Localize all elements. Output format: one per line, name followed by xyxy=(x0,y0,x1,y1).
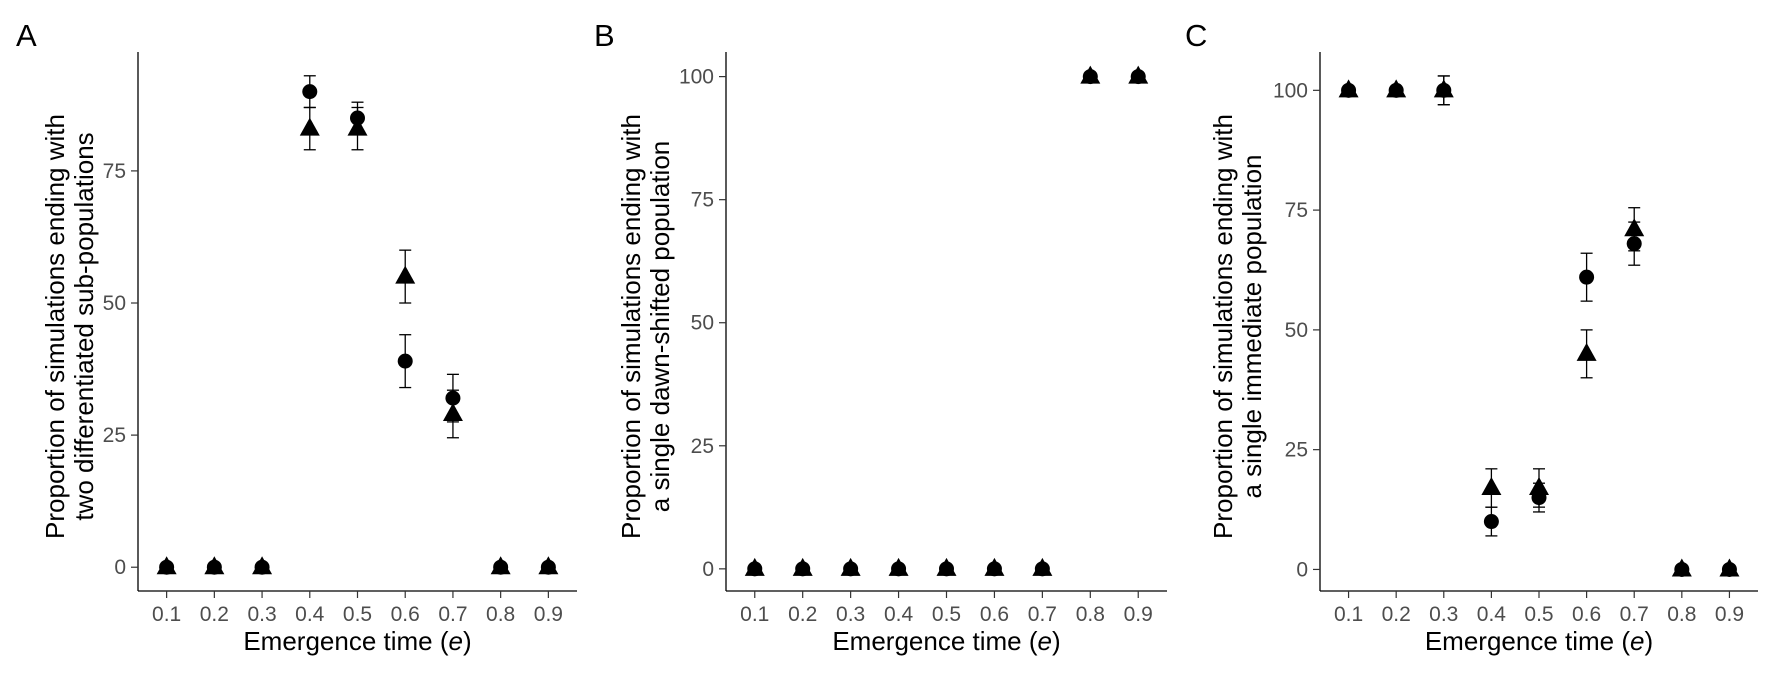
y-tick-label: 50 xyxy=(1285,319,1308,342)
panel-a: 0 25 50 75 0.1 0.2 0.3 0.4 0.5 0.6 0.7 0.8 0.9 Emerge… xyxy=(40,52,577,656)
y-tick-label: 100 xyxy=(1273,79,1308,102)
x-tick-label: 0.2 xyxy=(1382,603,1411,626)
panel-b: 0 25 50 75 100 0.1 0.2 0.3 0.4 0.5 0.6 0.7 0.8 0.9 Eme… xyxy=(616,52,1167,656)
data-point-triangle xyxy=(888,557,909,576)
panel-c: 0 25 50 75 100 0.1 0.2 0.3 0.4 0.5 0.6 0.7 0.8 0.9 Eme… xyxy=(1208,52,1758,656)
data-point-triangle xyxy=(299,117,320,136)
data-point-triangle xyxy=(936,557,957,576)
data-point-triangle xyxy=(252,556,273,575)
x-tick-label: 0.5 xyxy=(932,603,961,626)
data-point-triangle xyxy=(156,556,177,575)
x-tick-label: 0.6 xyxy=(980,603,1009,626)
data-point-triangle xyxy=(490,556,511,575)
x-tick-label: 0.8 xyxy=(486,603,515,626)
x-tick-label: 0.1 xyxy=(740,603,769,626)
data-point-triangle xyxy=(1032,557,1053,576)
x-tick-label: 0.3 xyxy=(247,603,276,626)
data-point-triangle xyxy=(840,557,861,576)
data-point-triangle xyxy=(1338,79,1359,98)
data-point-circle xyxy=(1579,269,1595,285)
data-point-circle xyxy=(397,353,413,369)
y-tick-label: 50 xyxy=(103,292,126,315)
x-tick-label: 0.2 xyxy=(200,603,229,626)
y-axis-title: Proportion of simulations ending witha s… xyxy=(616,114,675,539)
x-tick-label: 0.4 xyxy=(295,603,325,626)
y-tick-label: 25 xyxy=(103,424,126,447)
y-tick-label: 0 xyxy=(1296,558,1308,581)
panel-tag-a: A xyxy=(16,18,37,53)
x-tick-label: 0.5 xyxy=(1524,603,1553,626)
data-point-triangle xyxy=(1386,79,1407,98)
panel-tag-b: B xyxy=(594,18,615,53)
data-point-triangle xyxy=(1671,558,1692,577)
y-tick-label: 75 xyxy=(103,160,126,183)
x-axis-title: Emergence time (e) xyxy=(1425,626,1653,656)
y-tick-label: 75 xyxy=(1285,199,1308,222)
x-tick-label: 0.1 xyxy=(152,603,181,626)
data-point-triangle xyxy=(984,557,1005,576)
y-axis-title: Proportion of simulations ending witha s… xyxy=(1208,114,1267,539)
x-axis-title: Emergence time (e) xyxy=(832,626,1060,656)
y-tick-label: 0 xyxy=(114,556,126,579)
x-tick-label: 0.9 xyxy=(1715,603,1744,626)
y-tick-label: 0 xyxy=(702,558,714,581)
data-point-triangle xyxy=(395,265,416,284)
x-tick-label: 0.2 xyxy=(788,603,817,626)
x-tick-label: 0.5 xyxy=(343,603,372,626)
y-tick-label: 100 xyxy=(679,66,714,89)
y-tick-label: 50 xyxy=(691,312,714,335)
x-tick-label: 0.7 xyxy=(1028,603,1057,626)
data-point-circle xyxy=(1483,514,1499,530)
data-point-triangle xyxy=(1128,65,1149,84)
data-point-triangle xyxy=(442,402,463,421)
x-tick-label: 0.1 xyxy=(1334,603,1363,626)
data-point-triangle xyxy=(1576,342,1597,361)
x-tick-label: 0.9 xyxy=(1124,603,1153,626)
data-point-triangle xyxy=(1433,79,1454,98)
x-tick-label: 0.8 xyxy=(1076,603,1105,626)
panel-tag-c: C xyxy=(1185,18,1207,53)
data-point-triangle xyxy=(792,557,813,576)
data-point-triangle xyxy=(538,556,559,575)
y-tick-label: 75 xyxy=(691,189,714,212)
data-point-triangle xyxy=(1080,65,1101,84)
y-tick-label: 25 xyxy=(1285,439,1308,462)
data-point-triangle xyxy=(204,556,225,575)
x-tick-label: 0.9 xyxy=(534,603,563,626)
data-point-circle xyxy=(302,84,318,100)
data-point-triangle xyxy=(1624,218,1645,237)
x-tick-label: 0.6 xyxy=(391,603,420,626)
x-tick-label: 0.4 xyxy=(1477,603,1507,626)
x-tick-label: 0.6 xyxy=(1572,603,1601,626)
x-tick-label: 0.8 xyxy=(1667,603,1696,626)
x-tick-label: 0.4 xyxy=(884,603,914,626)
data-point-triangle xyxy=(1719,558,1740,577)
x-axis-title: Emergence time (e) xyxy=(243,626,471,656)
x-tick-label: 0.3 xyxy=(1429,603,1458,626)
data-point-triangle xyxy=(1529,476,1549,495)
y-axis-title: Proportion of simulations ending withtwo… xyxy=(40,114,99,539)
x-tick-label: 0.7 xyxy=(1620,603,1649,626)
x-tick-label: 0.3 xyxy=(836,603,865,626)
x-tick-label: 0.7 xyxy=(438,603,467,626)
y-tick-label: 25 xyxy=(691,435,714,458)
data-point-triangle xyxy=(1481,476,1502,495)
data-point-triangle xyxy=(347,117,368,136)
data-point-triangle xyxy=(744,557,765,576)
